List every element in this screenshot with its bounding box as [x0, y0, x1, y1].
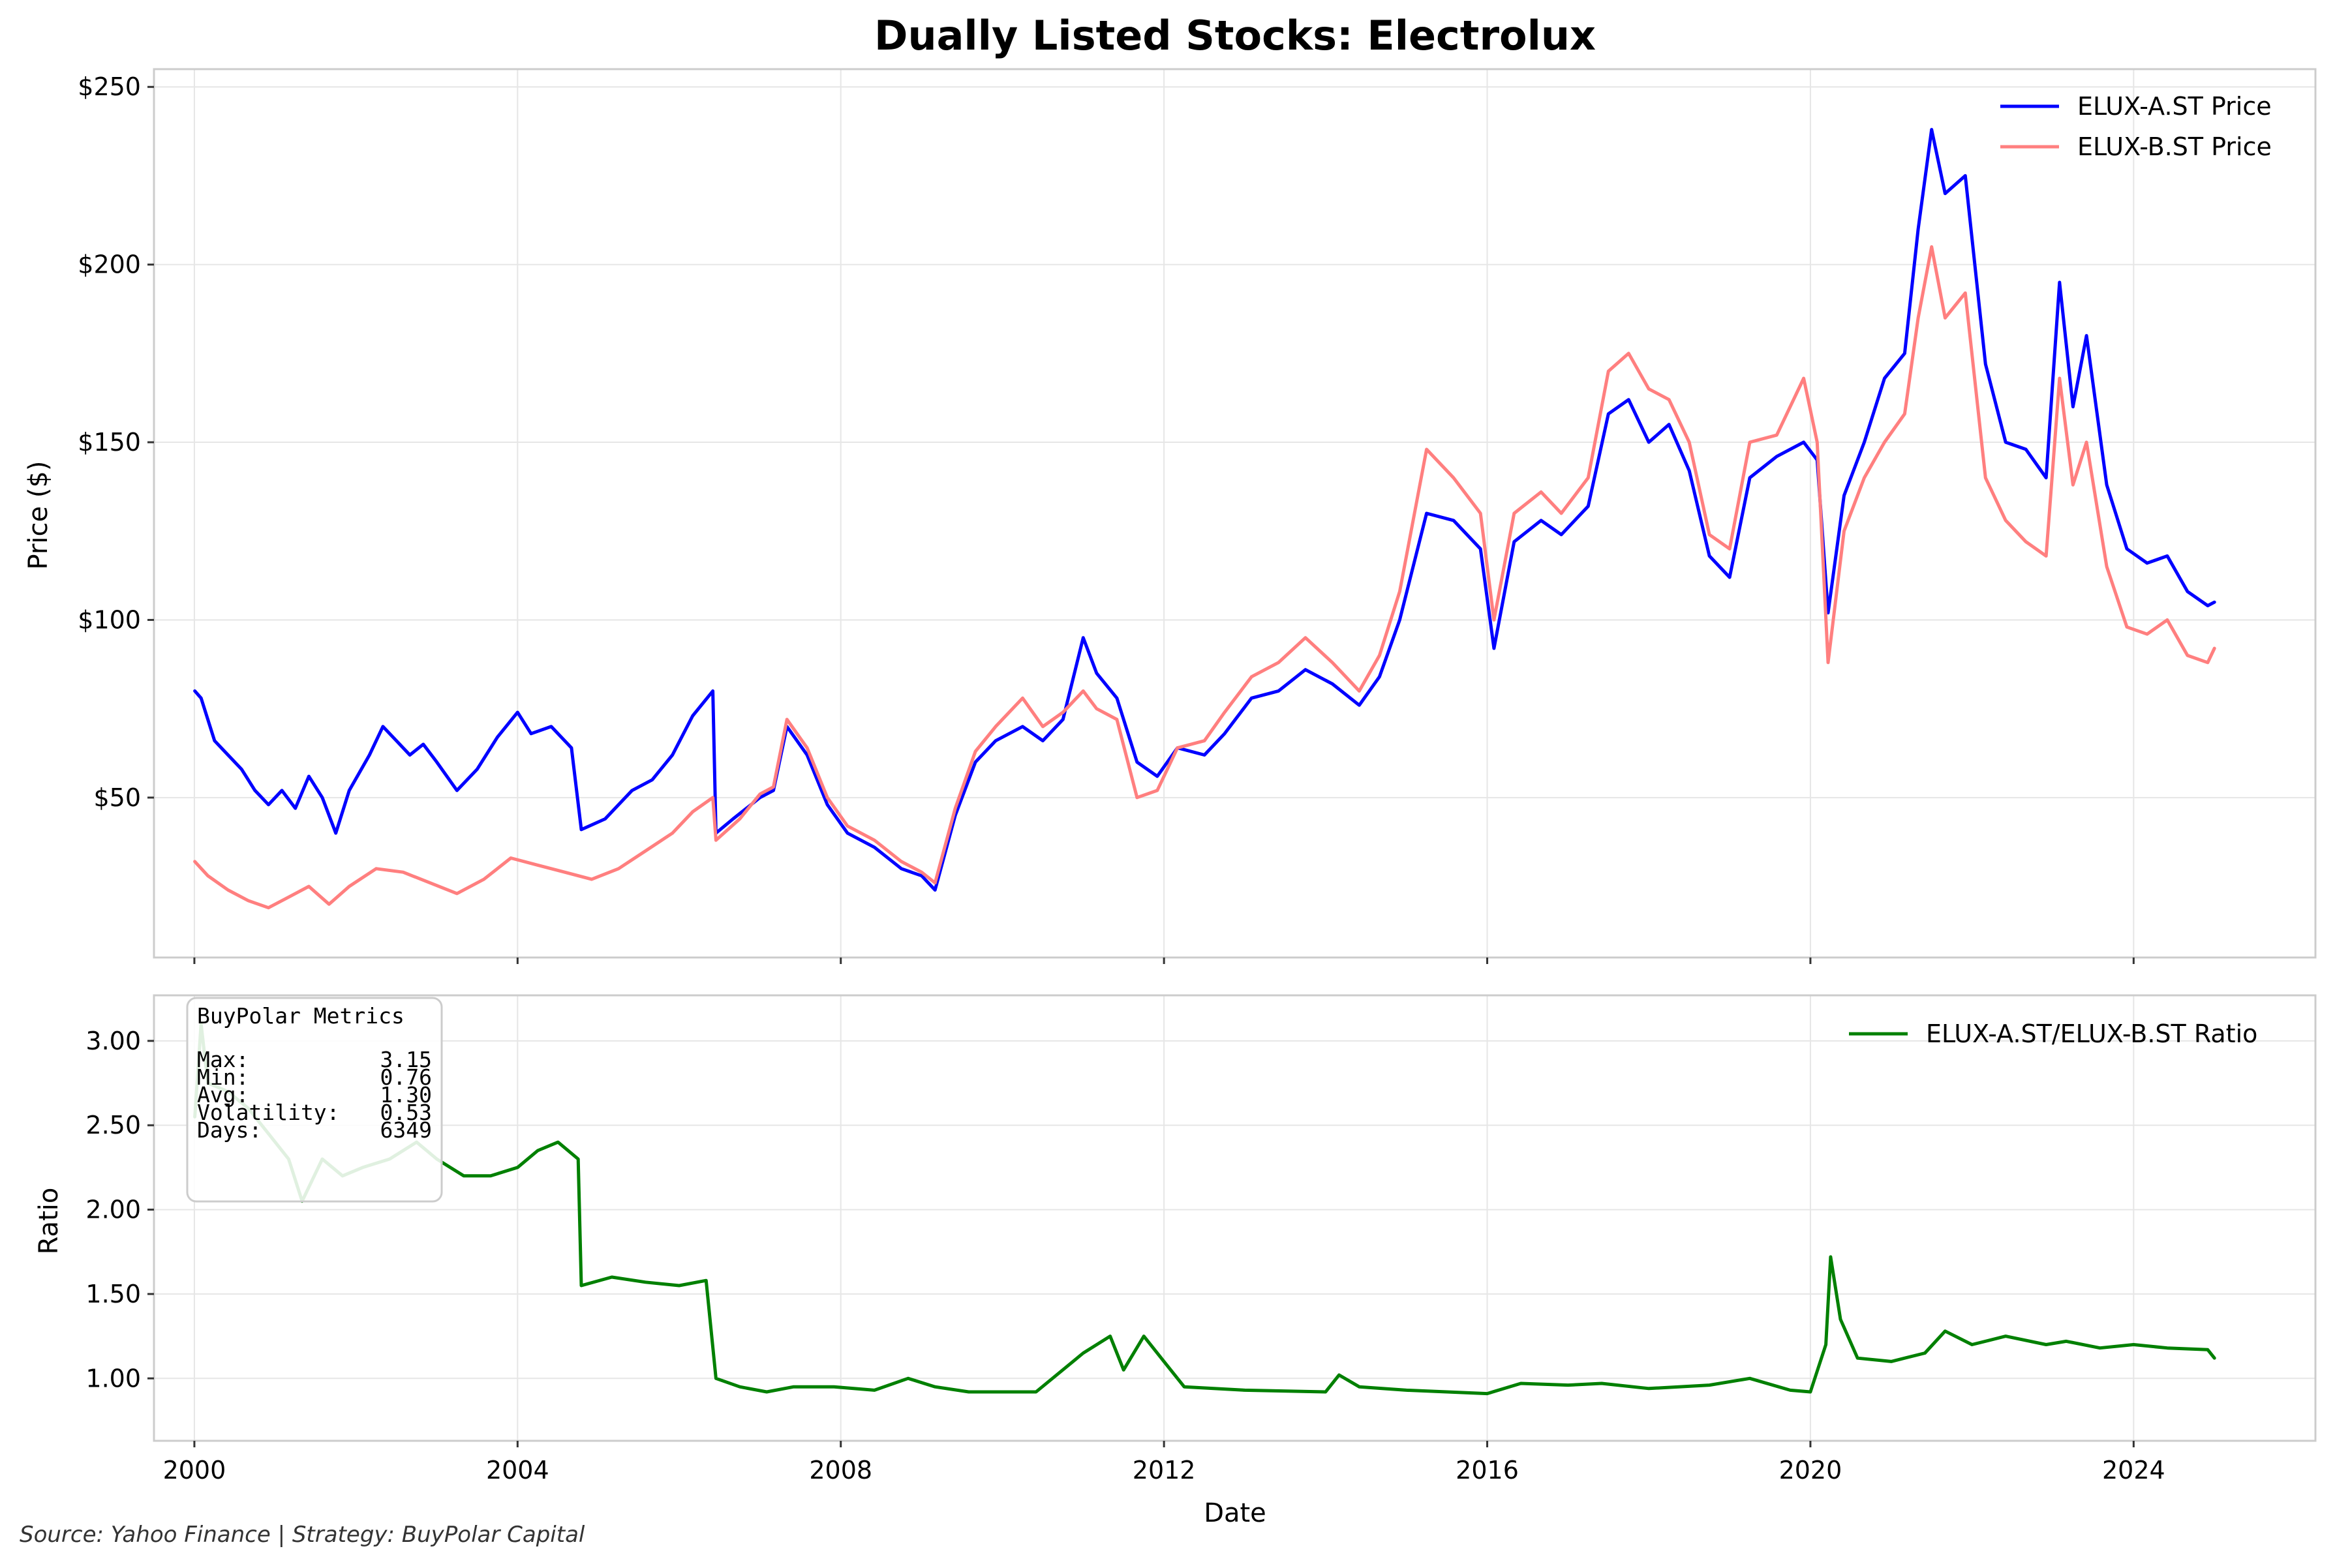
ratio-y-tick-label: 2.00: [85, 1196, 141, 1224]
price-gridlines: [154, 69, 2315, 957]
ratio-y-tick-label: 2.50: [85, 1111, 141, 1139]
ratio-y-tick-label: 1.50: [85, 1280, 141, 1308]
price-y-tick-label: $100: [78, 605, 141, 634]
ratio-x-tick-label: 2012: [1133, 1456, 1196, 1485]
x-axis-label: Date: [1204, 1498, 1266, 1528]
metric-label: Volatility:: [197, 1100, 340, 1125]
ratio-y-axis-label: Ratio: [34, 1188, 64, 1255]
metric-label: Min:: [197, 1064, 249, 1090]
ratio-legend: ELUX-A.ST/ELUX-B.ST Ratio: [1849, 1019, 2257, 1048]
metric-value: 0.76: [380, 1064, 432, 1090]
metrics-box-background: [186, 997, 443, 1203]
legend-label-ratio: ELUX-A.ST/ELUX-B.ST Ratio: [1926, 1019, 2257, 1048]
metric-label: Days:: [197, 1117, 262, 1143]
price-y-tick-label: $250: [78, 72, 141, 101]
price-x-ticks: [193, 957, 2135, 964]
price-plot-frame: [153, 68, 2317, 959]
metrics-title: BuyPolar Metrics: [197, 1003, 404, 1029]
ratio-y-tick-label: 1.00: [85, 1364, 141, 1393]
metric-label: Avg:: [197, 1082, 249, 1108]
ratio-panel: 1.00 1.50 2.00 2.50 3.00 2000 2004 2008 2012 201…: [34, 994, 2317, 1528]
ratio-x-tick-label: 2020: [1779, 1456, 1842, 1485]
legend-label-elux-a: ELUX-A.ST Price: [2077, 92, 2272, 121]
metrics-box: BuyPolar Metrics Max: 3.15 Min: 0.76 Avg: 1.3…: [186, 997, 443, 1203]
metrics-rows: Max: 3.15 Min: 0.76 Avg: 1.30 Volatility: 0.53 D…: [197, 1047, 432, 1143]
ratio-x-tick-label: 2000: [163, 1456, 226, 1485]
price-series: [193, 128, 2216, 910]
source-note: Source: Yahoo Finance | Strategy: BuyPol…: [20, 1522, 585, 1548]
ratio-x-tick-label: 2024: [2102, 1456, 2165, 1485]
ratio-plot-frame: [153, 994, 2317, 1442]
ratio-gridlines: [154, 995, 2315, 1441]
series-line-elux-b-st-price: [193, 245, 2216, 910]
metric-value: 0.53: [380, 1100, 432, 1125]
price-y-tick-label: $150: [78, 428, 141, 457]
ratio-x-tick-label: 2004: [486, 1456, 549, 1485]
ratio-x-tick-label: 2008: [809, 1456, 872, 1485]
ratio-y-tick-label: 3.00: [85, 1027, 141, 1055]
ratio-x-tick-label: 2016: [1456, 1456, 1519, 1485]
price-legend: ELUX-A.ST Price ELUX-B.ST Price: [2000, 92, 2272, 161]
metric-value: 6349: [380, 1117, 432, 1143]
ratio-y-ticks: 1.00 1.50 2.00 2.50 3.00: [85, 1027, 154, 1393]
legend-label-elux-b: ELUX-B.ST Price: [2077, 132, 2272, 161]
chart-title: Dually Listed Stocks: Electrolux: [874, 12, 1596, 59]
ratio-x-ticks: 2000 2004 2008 2012 2016 2020 2024: [163, 1441, 2165, 1485]
price-panel: $50 $100 $150 $200 $250 Price ($) ELUX-A.ST …: [23, 68, 2317, 964]
metric-value: 3.15: [380, 1047, 432, 1072]
price-y-tick-label: $50: [93, 783, 141, 812]
metric-value: 1.30: [380, 1082, 432, 1108]
price-y-ticks: $50 $100 $150 $200 $250: [78, 72, 154, 812]
price-y-tick-label: $200: [78, 250, 141, 279]
price-y-axis-label: Price ($): [23, 461, 53, 570]
series-line-elux-a-st-price: [193, 128, 2216, 892]
metric-label: Max:: [197, 1047, 249, 1072]
